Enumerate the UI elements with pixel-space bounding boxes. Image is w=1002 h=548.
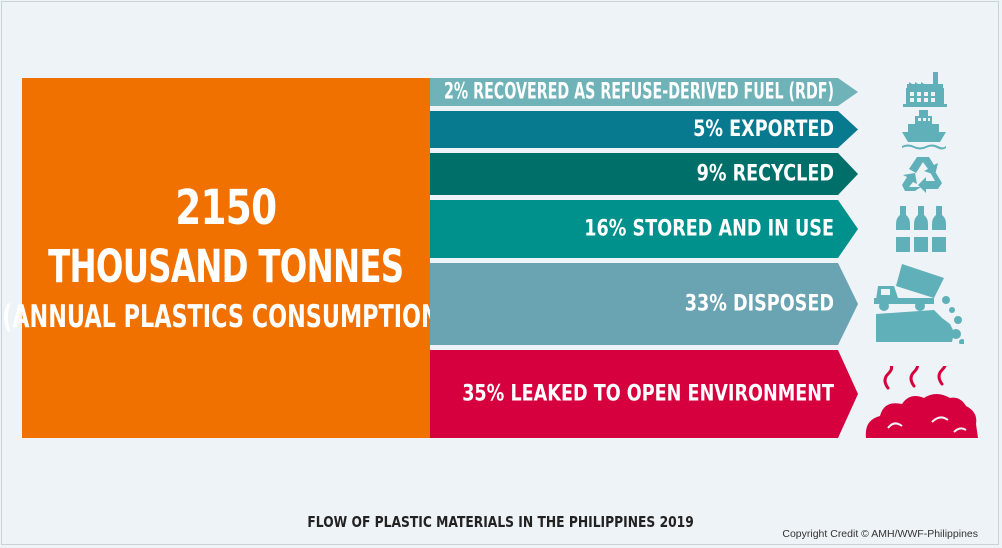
trash-pile-icon <box>865 366 978 438</box>
flow-arrow-6 <box>430 350 858 438</box>
flow-arrow-1 <box>430 78 858 106</box>
dump-truck-icon <box>874 264 964 344</box>
total-value: 2150 <box>175 180 277 236</box>
bottles-icon <box>896 206 946 252</box>
total-consumption-box: 2150 THOUSAND TONNES (ANNUAL PLASTICS CO… <box>2 78 450 438</box>
flow-arrow-3 <box>430 153 858 195</box>
copyright-credit: Copyright Credit © AMH/WWF-Philippines <box>782 528 978 540</box>
flow-arrow-2 <box>430 111 858 148</box>
flow-label-6: 35% LEAKED TO OPEN ENVIRONMENT <box>462 382 834 407</box>
flow-label-1: 2% RECOVERED AS REFUSE-DERIVED FUEL (RDF… <box>444 80 834 105</box>
total-subtitle: (ANNUAL PLASTICS CONSUMPTION) <box>2 299 450 335</box>
total-unit: THOUSAND TONNES <box>48 240 404 293</box>
flow-label-2: 5% EXPORTED <box>693 117 834 142</box>
flow-label-4: 16% STORED AND IN USE <box>584 217 834 242</box>
flow-label-3: 9% RECYCLED <box>697 162 834 187</box>
factory-icon <box>903 72 947 107</box>
flow-arrow-5 <box>430 263 858 345</box>
recycle-icon <box>902 157 942 193</box>
cargo-ship-icon <box>902 110 946 150</box>
flow-arrow-4 <box>430 200 858 258</box>
caption: FLOW OF PLASTIC MATERIALS IN THE PHILIPP… <box>307 513 695 531</box>
flow-label-5: 33% DISPOSED <box>685 292 834 317</box>
